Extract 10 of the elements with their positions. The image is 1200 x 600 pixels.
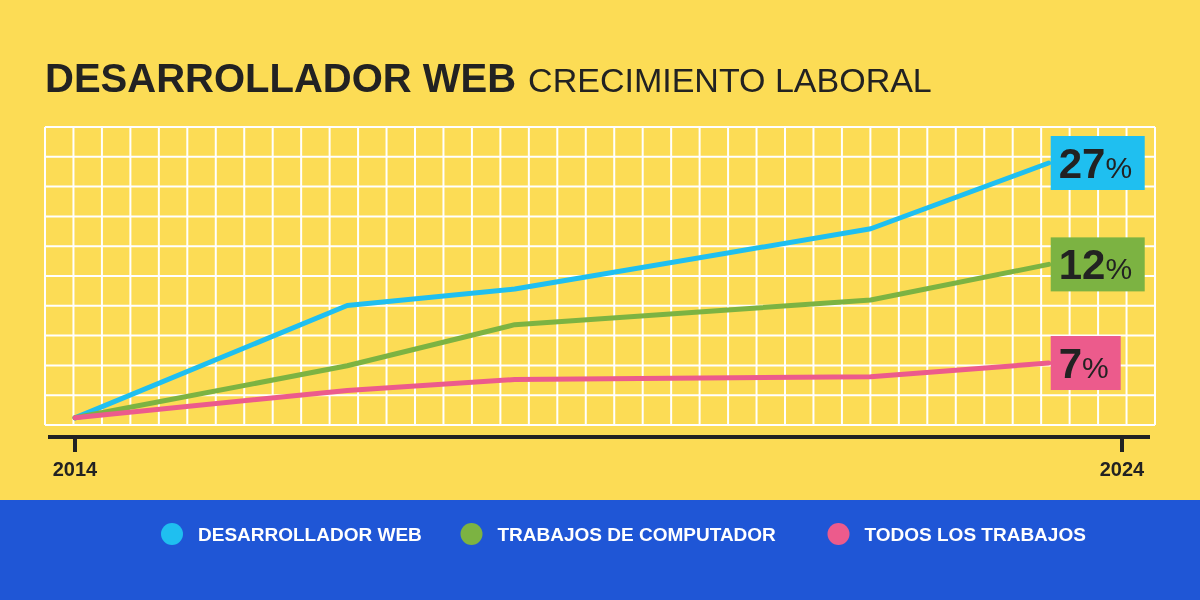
chart-subtitle: CRECIMIENTO LABORAL [528,61,932,99]
legend-label: TODOS LOS TRABAJOS [864,524,1086,545]
chart-title: DESARROLLADOR WEB [45,56,517,100]
legend-label: DESARROLLADOR WEB [198,524,422,545]
x-tick-label: 2024 [1099,458,1146,480]
legend-label: TRABAJOS DE COMPUTADOR [497,524,777,545]
x-tick-label: 2014 [52,458,99,480]
annotation: 7% [1058,340,1109,388]
annotation: 12% [1058,241,1133,289]
annotation: 27% [1058,140,1133,187]
